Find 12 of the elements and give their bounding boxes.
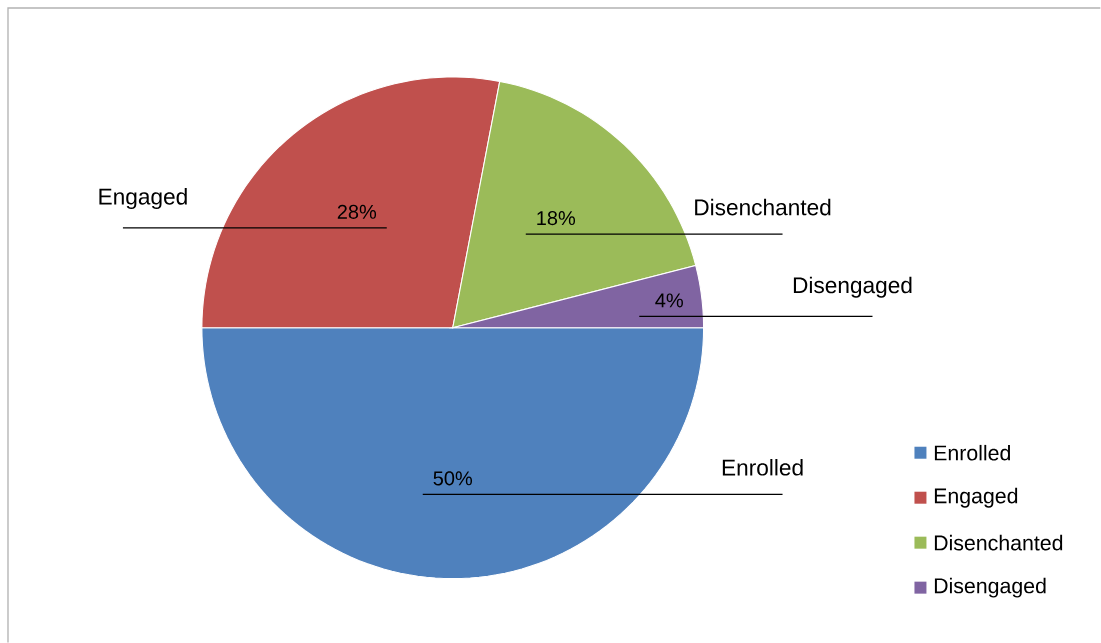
slice-label: Engaged — [99, 187, 187, 209]
legend-label: Disenchanted — [934, 534, 1063, 551]
slice-label: Enrolled — [722, 458, 803, 476]
data-label: 28% — [337, 204, 377, 219]
data-label: 50% — [433, 471, 473, 486]
slice-label: Disenchanted — [695, 198, 831, 216]
legend-label: Disengaged — [934, 577, 1046, 598]
legend-label: Enrolled — [934, 444, 1010, 461]
legend-label: Engaged — [934, 487, 1018, 508]
data-label: 4% — [655, 293, 683, 308]
data-label: 18% — [537, 210, 576, 226]
slice-label: Disengaged — [793, 276, 912, 298]
